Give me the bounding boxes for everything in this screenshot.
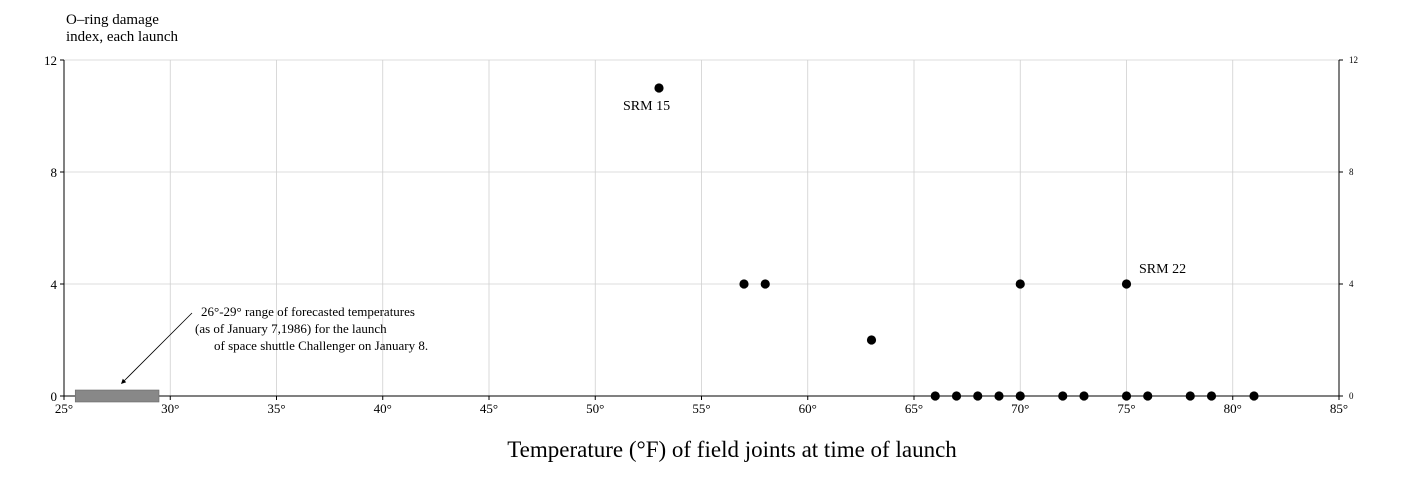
y-tick-label-right: 12	[1349, 55, 1358, 65]
data-point	[1121, 391, 1132, 401]
x-tick-label: 60°	[799, 401, 817, 416]
data-point	[1185, 391, 1195, 401]
data-point	[1015, 391, 1025, 401]
data-point	[1249, 391, 1259, 401]
x-tick-label: 35°	[267, 401, 285, 416]
annotation-line-3: of space shuttle Challenger on January 8…	[214, 338, 428, 353]
x-tick-label: 75°	[1117, 401, 1135, 416]
data-point	[654, 83, 664, 93]
x-axis-label: Temperature (°F) of field joints at time…	[507, 437, 957, 462]
x-tick-label: 85°	[1330, 401, 1348, 416]
x-tick-label: 25°	[55, 401, 73, 416]
annotation-line-1: 26°-29° range of forecasted temperatures	[201, 304, 415, 319]
data-point	[1121, 279, 1132, 289]
y-axis-label-line2: index, each launch	[66, 29, 179, 45]
data-point	[951, 391, 962, 401]
data-point	[1143, 391, 1153, 401]
data-point	[760, 279, 770, 289]
x-tick-label: 65°	[905, 401, 923, 416]
y-tick-label: 12	[44, 53, 57, 68]
data-point	[973, 391, 983, 401]
point-label-srm15: SRM 15	[623, 99, 670, 114]
data-point	[866, 335, 877, 345]
y-tick-label: 8	[51, 165, 58, 180]
x-tick-label: 80°	[1224, 401, 1242, 416]
x-tick-label: 30°	[161, 401, 179, 416]
data-point	[1079, 391, 1089, 401]
y-tick-label-right: 4	[1349, 279, 1354, 289]
annotation-line-2: (as of January 7,1986) for the launch	[195, 321, 387, 336]
data-point	[930, 391, 940, 401]
annotation-arrowhead	[121, 378, 127, 384]
point-label-srm22: SRM 22	[1139, 262, 1186, 277]
x-tick-label: 70°	[1011, 401, 1029, 416]
forecast-range-bar	[74, 389, 160, 403]
annotation-arrow-line	[123, 312, 193, 382]
x-axis-ticks: 25° 30° 35° 40° 45° 50° 55° 60° 65° 70° 75° 80° 85°	[55, 396, 1348, 416]
data-point	[1058, 391, 1068, 401]
x-tick-label: 55°	[692, 401, 710, 416]
data-points	[654, 83, 1259, 401]
x-tick-label: 40°	[374, 401, 392, 416]
data-point	[1206, 391, 1217, 401]
y-axis-label-line1: O–ring damage	[66, 12, 159, 28]
data-point	[1015, 279, 1025, 289]
y-axis-ticks: 0 0 4 4 8 8 12 12	[44, 53, 1358, 404]
y-tick-label: 4	[51, 277, 58, 292]
y-tick-label: 0	[51, 389, 58, 404]
x-tick-label: 50°	[586, 401, 604, 416]
data-point	[739, 279, 749, 289]
x-tick-label: 45°	[480, 401, 498, 416]
y-tick-label-right: 8	[1349, 167, 1354, 177]
y-tick-label-right: 0	[1349, 391, 1354, 401]
data-point	[994, 391, 1004, 401]
